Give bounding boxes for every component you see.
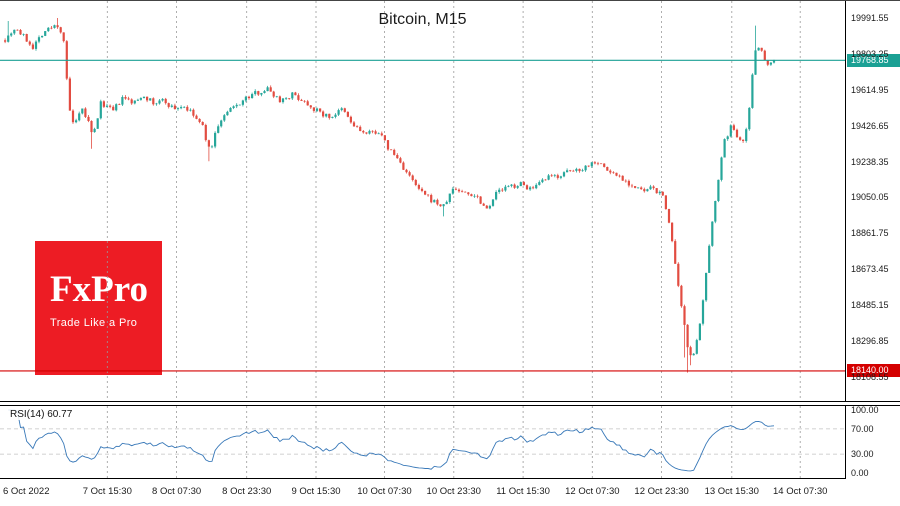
time-axis-label: 8 Oct 07:30 <box>152 486 202 497</box>
fxpro-tagline: Trade Like a Pro <box>50 317 138 329</box>
time-axis-label: 14 Oct 07:30 <box>773 486 828 497</box>
main-chart-pane[interactable]: FxPro Trade Like a Pro Bitcoin, M15 <box>0 1 845 401</box>
price-axis-label: 19426.65 <box>851 120 889 131</box>
price-axis-label: 18485.15 <box>851 300 889 311</box>
price-axis-label: 19991.55 <box>851 12 889 23</box>
price-axis-label: 18861.75 <box>851 228 889 239</box>
candlestick-chart[interactable] <box>0 1 845 401</box>
rsi-axis-label: 0.00 <box>851 468 869 478</box>
rsi-axis-label: 70.00 <box>851 423 874 434</box>
time-axis-label: 11 Oct 15:30 <box>496 486 550 497</box>
price-axis-label: 19803.25 <box>851 48 889 59</box>
time-axis-label: 12 Oct 07:30 <box>565 486 620 497</box>
price-axis-label: 19050.05 <box>851 192 889 203</box>
time-axis-label: 8 Oct 23:30 <box>222 486 272 497</box>
overlay-lines <box>0 59 845 372</box>
rsi-indicator-pane[interactable]: RSI(14) 60.77 <box>0 406 845 479</box>
rsi-indicator-value: 60.77 <box>47 409 73 420</box>
time-axis-label: 12 Oct 23:30 <box>634 486 689 497</box>
rsi-indicator-label: RSI(14) 60.77 <box>8 409 75 420</box>
rsi-gridlines <box>0 406 845 478</box>
price-axis-label: 19614.95 <box>851 84 889 95</box>
time-axis-label: 9 Oct 15:30 <box>291 486 341 497</box>
price-axis[interactable]: 19768.85 18140.00 19991.55 19803.25 19614.… <box>845 1 900 479</box>
rsi-chart[interactable] <box>0 406 845 478</box>
time-axis-label: 13 Oct 15:30 <box>704 486 759 497</box>
time-axis[interactable]: 6 Oct 2022 7 Oct 15:30 8 Oct 07:30 8 Oct 23… <box>0 479 900 506</box>
rsi-axis-label: 30.00 <box>851 449 874 460</box>
time-axis-label: 7 Oct 15:30 <box>82 486 132 497</box>
bid-price-badge: 19768.85 <box>847 53 900 67</box>
time-gridlines <box>106 1 801 401</box>
fxpro-logo: FxPro Trade Like a Pro <box>35 241 162 375</box>
rsi-axis-label: 100.00 <box>851 405 879 415</box>
time-axis-label: 10 Oct 07:30 <box>357 486 412 497</box>
pane-splitter[interactable] <box>0 401 900 406</box>
price-axis-label: 18673.45 <box>851 264 889 275</box>
time-axis-label: 6 Oct 2022 <box>3 486 50 497</box>
candles-layer <box>4 18 776 373</box>
fxpro-brand-text: FxPro <box>50 269 148 310</box>
support-price-badge: 18140.00 <box>847 364 900 378</box>
price-axis-label: 18108.55 <box>851 371 889 382</box>
rsi-indicator-name: RSI(14) <box>10 409 45 420</box>
price-axis-label: 19238.35 <box>851 156 889 167</box>
rsi-line <box>8 409 775 472</box>
time-axis-label: 10 Oct 23:30 <box>426 486 481 497</box>
price-axis-label: 18296.85 <box>851 336 889 346</box>
